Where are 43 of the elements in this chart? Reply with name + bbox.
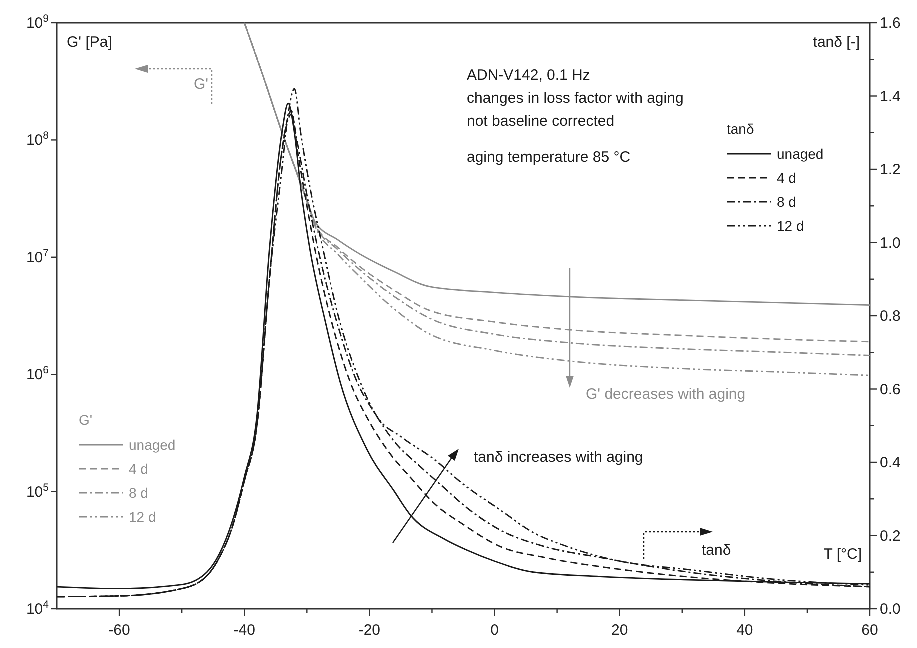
x-axis-title: T [°C] [824,546,862,563]
annotation: G' [194,76,209,93]
y2-tick-label: 0.2 [880,528,901,545]
y-tick-label: 10$^{7}$ [26,247,50,266]
legend-label: 4 d [777,170,796,186]
x-tick-label: -40 [234,622,256,639]
annotation: not baseline corrected [467,113,615,130]
y2-axis-title: tanδ [-] [813,34,860,51]
y2-tick-label: 0.8 [880,308,901,325]
legend-label: unaged [777,146,824,162]
y-tick-label: 10$^{8}$ [26,130,50,150]
y2-tick-label: 0.6 [880,381,901,398]
annotation: changes in loss factor with aging [467,90,684,107]
legend-label: unaged [129,437,176,453]
x-tick-label: 60 [862,622,878,639]
x-tick-label: 20 [612,622,628,639]
y2-tick-label: 1.2 [880,162,901,178]
annotation: aging temperature 85 °C [467,149,631,166]
y2-tick-label: 0.4 [880,454,901,472]
annotation: tanδ increases with aging [474,449,644,466]
y-tick-label: 10$^{9}$ [26,13,50,32]
y-tick-label: 10$^{6}$ [26,364,50,384]
legend-label: 8 d [129,485,148,501]
y2-tick-label: 1.0 [880,234,901,252]
y-tick-label: 10$^{5}$ [26,482,50,501]
text: G' [79,412,93,428]
y-tick-label: 10$^{4}$ [26,599,50,618]
legend-label: 12 d [129,509,156,525]
y2-tick-label: 0.0 [880,601,901,618]
x-tick-label: 40 [736,622,754,639]
y-axis-title: G' [Pa] [67,34,112,51]
annotation: G' decreases with aging [586,386,746,403]
legend-label: 8 d [777,194,796,210]
x-tick-label: -60 [108,622,130,639]
x-tick-label: 0 [490,622,499,639]
y2-tick-label: 1.6 [880,15,901,32]
text: tanδ [727,121,754,137]
legend-label: 4 d [129,461,148,477]
legend-label: 12 d [777,218,804,234]
x-tick-label: -20 [358,622,381,639]
annotation: tanδ [702,542,732,559]
y2-tick-label: 1.4 [880,88,901,106]
annotation: ADN-V142, 0.1 Hz [467,67,590,84]
